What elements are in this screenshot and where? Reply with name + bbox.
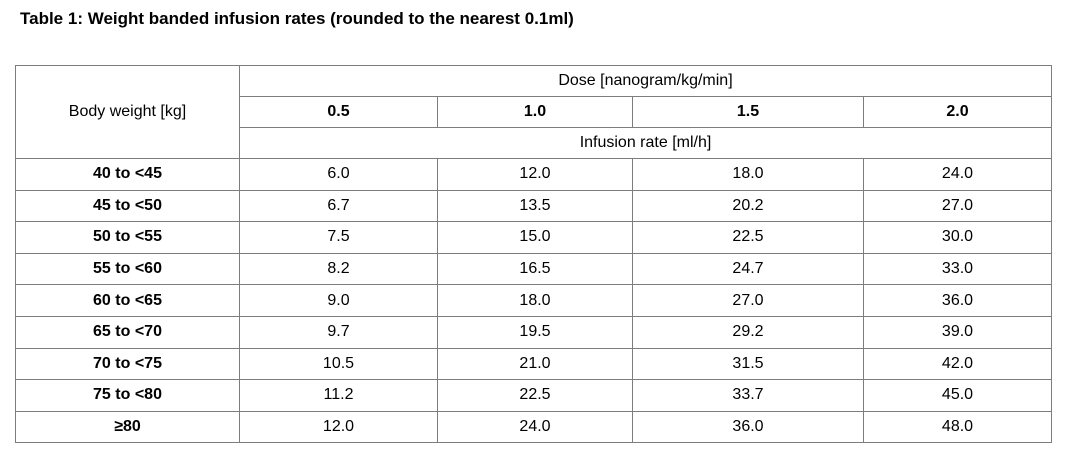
infusion-rate-table: Body weight [kg] Dose [nanogram/kg/min] … <box>15 65 1052 444</box>
rate-cell: 31.5 <box>632 347 864 381</box>
rate-cell: 12.0 <box>239 410 438 444</box>
table-row: 60 to <65 9.0 18.0 27.0 36.0 <box>15 284 1052 317</box>
rate-cell: 20.2 <box>632 189 864 223</box>
rate-cell: 48.0 <box>863 410 1052 444</box>
rate-cell: 24.0 <box>863 158 1052 191</box>
rate-cell: 36.0 <box>863 284 1052 317</box>
table-body: 40 to <45 6.0 12.0 18.0 24.0 45 to <50 6… <box>15 158 1052 444</box>
rate-cell: 21.0 <box>437 347 633 381</box>
weight-band-cell: ≥80 <box>15 410 240 444</box>
rate-cell: 29.2 <box>632 315 864 349</box>
rate-cell: 12.0 <box>437 158 633 191</box>
rate-cell: 45.0 <box>863 379 1052 412</box>
rate-cell: 6.7 <box>239 189 438 223</box>
weight-band-cell: 55 to <60 <box>15 252 240 286</box>
table-row: 70 to <75 10.5 21.0 31.5 42.0 <box>15 347 1052 381</box>
weight-band-cell: 75 to <80 <box>15 379 240 412</box>
header-row-dose: Body weight [kg] Dose [nanogram/kg/min] <box>15 65 1052 159</box>
header-row-infusion-rate: Infusion rate [ml/h] <box>16 127 1052 159</box>
rate-cell: 6.0 <box>239 158 438 191</box>
dose-value-header-0.5: 0.5 <box>239 96 438 128</box>
rate-cell: 19.5 <box>437 315 633 349</box>
rate-cell: 22.5 <box>437 379 633 412</box>
rate-cell: 39.0 <box>863 315 1052 349</box>
table-row: 45 to <50 6.7 13.5 20.2 27.0 <box>15 189 1052 223</box>
table-title: Table 1: Weight banded infusion rates (r… <box>20 9 574 28</box>
rate-cell: 11.2 <box>239 379 438 412</box>
dose-value-header-1.0: 1.0 <box>437 96 633 128</box>
rate-cell: 30.0 <box>863 221 1052 254</box>
rate-cell: 15.0 <box>437 221 633 254</box>
rate-cell: 36.0 <box>632 410 864 444</box>
rate-cell: 24.0 <box>437 410 633 444</box>
weight-band-cell: 40 to <45 <box>15 158 240 191</box>
table-row: 40 to <45 6.0 12.0 18.0 24.0 <box>15 158 1052 191</box>
rate-cell: 10.5 <box>239 347 438 381</box>
rate-cell: 33.0 <box>863 252 1052 286</box>
rate-cell: 27.0 <box>863 189 1052 223</box>
header-row-dose-values: 0.5 1.0 1.5 2.0 <box>16 96 1052 128</box>
infusion-rate-header-cell: Infusion rate [ml/h] <box>239 127 1052 159</box>
rate-cell: 18.0 <box>437 284 633 317</box>
weight-band-cell: 60 to <65 <box>15 284 240 317</box>
table-header: Body weight [kg] Dose [nanogram/kg/min] … <box>15 65 1052 159</box>
table-row: 50 to <55 7.5 15.0 22.5 30.0 <box>15 221 1052 254</box>
rate-cell: 16.5 <box>437 252 633 286</box>
rate-cell: 22.5 <box>632 221 864 254</box>
rate-cell: 24.7 <box>632 252 864 286</box>
table-row: 65 to <70 9.7 19.5 29.2 39.0 <box>15 315 1052 349</box>
dose-value-header-2.0: 2.0 <box>863 96 1052 128</box>
table-row: ≥80 12.0 24.0 36.0 48.0 <box>15 410 1052 444</box>
weight-band-cell: 65 to <70 <box>15 315 240 349</box>
rate-cell: 27.0 <box>632 284 864 317</box>
table-row: 75 to <80 11.2 22.5 33.7 45.0 <box>15 379 1052 412</box>
rate-cell: 9.0 <box>239 284 438 317</box>
rate-cell: 18.0 <box>632 158 864 191</box>
rate-cell: 13.5 <box>437 189 633 223</box>
rate-cell: 33.7 <box>632 379 864 412</box>
dose-header-cell: Dose [nanogram/kg/min] <box>239 65 1052 97</box>
weight-band-cell: 50 to <55 <box>15 221 240 254</box>
rate-cell: 8.2 <box>239 252 438 286</box>
dose-value-header-1.5: 1.5 <box>632 96 864 128</box>
table-row: 55 to <60 8.2 16.5 24.7 33.0 <box>15 252 1052 286</box>
weight-band-cell: 45 to <50 <box>15 189 240 223</box>
rate-cell: 9.7 <box>239 315 438 349</box>
weight-band-cell: 70 to <75 <box>15 347 240 381</box>
rate-cell: 7.5 <box>239 221 438 254</box>
body-weight-header-cell: Body weight [kg] <box>15 65 240 159</box>
rate-cell: 42.0 <box>863 347 1052 381</box>
